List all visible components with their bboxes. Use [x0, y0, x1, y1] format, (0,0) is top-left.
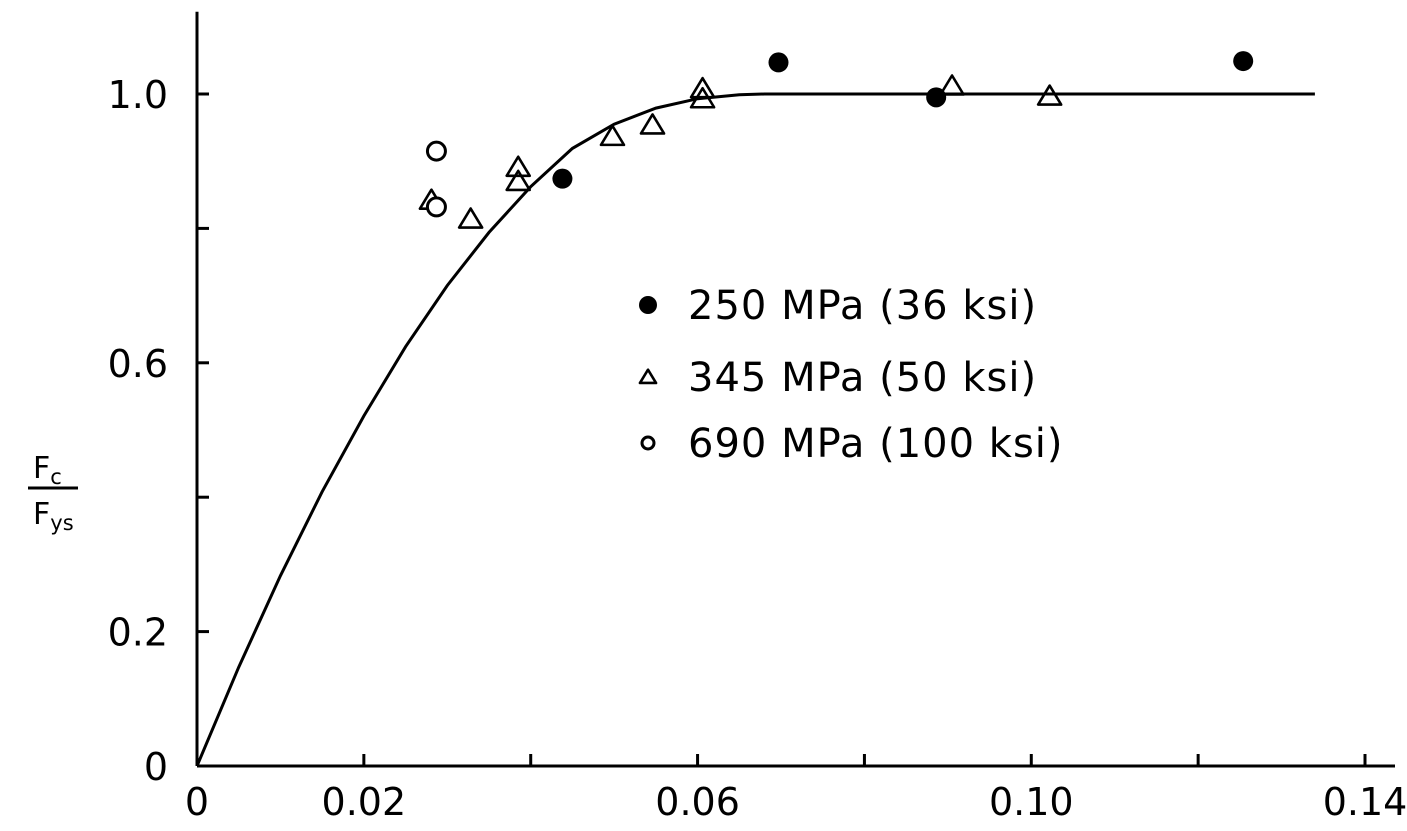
point-690-mpa	[425, 196, 447, 218]
point-345-mpa	[939, 74, 965, 96]
ylabel-denominator: Fys	[33, 497, 74, 535]
legend-label: 250 MPa (36 ksi)	[688, 283, 1037, 329]
point-345-mpa	[505, 169, 532, 192]
y-tick-label: 0.6	[108, 342, 168, 386]
data-points-layer	[418, 51, 1254, 229]
point-345-mpa	[457, 207, 484, 229]
fit-curve-layer	[195, 92, 1315, 767]
point-250-mpa	[552, 168, 573, 189]
point-250-mpa	[1233, 51, 1254, 72]
point-345-mpa	[639, 113, 666, 135]
x-tick-label: 0.02	[322, 780, 407, 824]
x-tick-label: 0	[185, 780, 209, 824]
legend-label: 345 MPa (50 ksi)	[688, 355, 1037, 401]
x-tick-label: 0.06	[655, 780, 740, 824]
ylabel-numerator: Fc	[33, 451, 62, 489]
legend: 250 MPa (36 ksi) 345 MPa (50 ksi) 690 MPa …	[638, 283, 1064, 467]
y-axis-label: Fc Fys	[28, 451, 78, 535]
x-tick-label: 0.14	[1323, 780, 1407, 824]
y-tick-label: 0	[144, 745, 168, 789]
axes: 0 0.02 0.06 0.10 0.14 0 0.2 0.6 1.0	[108, 11, 1407, 824]
point-345-mpa	[1036, 84, 1063, 106]
y-tick-label: 1.0	[108, 73, 168, 117]
legend-marker	[639, 296, 657, 314]
x-tick-label: 0.10	[989, 780, 1074, 824]
point-345-mpa	[505, 155, 532, 178]
y-tick-label: 0.2	[108, 611, 168, 655]
fit-curve	[195, 92, 1315, 767]
legend-marker	[638, 368, 658, 385]
point-250-mpa	[768, 52, 789, 73]
point-345-mpa	[599, 124, 626, 147]
legend-marker	[640, 435, 656, 451]
legend-label: 690 MPa (100 ksi)	[688, 421, 1064, 467]
point-345-mpa	[689, 86, 716, 109]
point-345-mpa	[689, 76, 716, 99]
point-690-mpa	[425, 140, 447, 162]
